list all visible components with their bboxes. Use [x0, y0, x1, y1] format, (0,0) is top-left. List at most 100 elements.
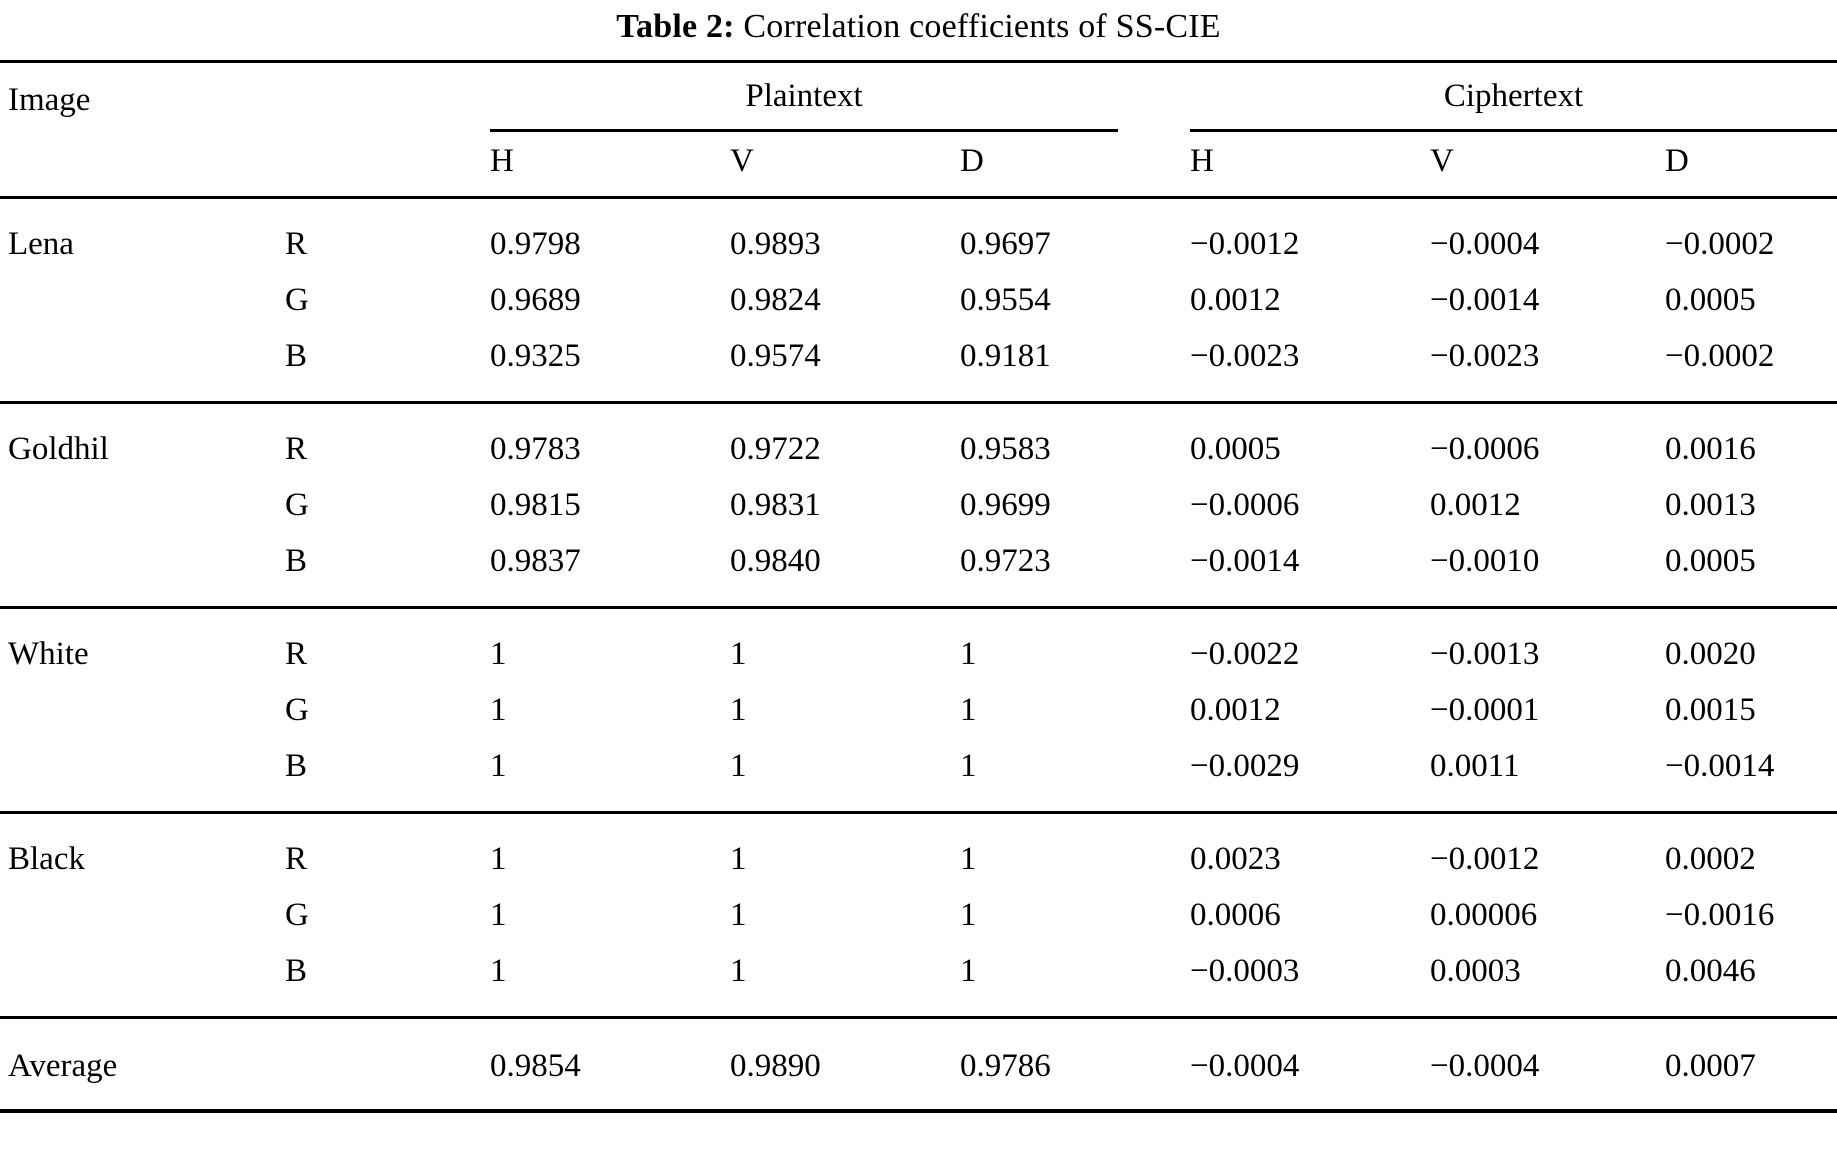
cell-value: −0.0004: [1430, 226, 1540, 262]
cell-value: 0.0003: [1430, 953, 1521, 989]
cell-value: 1: [730, 897, 747, 933]
col-header-plaintext-h: H: [490, 132, 731, 199]
cell-value: 0.9890: [730, 1048, 821, 1084]
image-label: [0, 887, 285, 943]
cell-value: −0.0001: [1430, 692, 1540, 728]
cell-value: −0.0013: [1430, 636, 1540, 672]
channel-label: B: [285, 953, 308, 989]
cell-value: −0.0023: [1190, 338, 1300, 374]
table-row: B 0.9325 0.9574 0.9181 −0.0023 −0.0023 −…: [0, 328, 1837, 403]
cell-value: 0.9699: [960, 487, 1051, 523]
cell-value: 0.9831: [730, 487, 821, 523]
col-header-ciphertext-h: H: [1190, 132, 1431, 199]
cell-value: −0.0022: [1190, 636, 1300, 672]
table-caption-tag: Table 2:: [616, 8, 735, 45]
section-lena: Lena R 0.9798 0.9893 0.9697 −0.0012 −0.0…: [0, 198, 1837, 403]
cell-value: −0.0012: [1430, 841, 1540, 877]
cell-value: 1: [490, 636, 507, 672]
channel-label: R: [285, 636, 308, 672]
cell-value: −0.0003: [1190, 953, 1300, 989]
cell-value: −0.0014: [1430, 282, 1540, 318]
image-label: White: [8, 636, 89, 672]
cell-value: −0.0006: [1190, 487, 1300, 523]
cell-value: 0.9689: [490, 282, 581, 318]
cell-value: 0.9798: [490, 226, 581, 262]
channel-label: G: [285, 487, 309, 523]
cell-value: 0.0012: [1430, 487, 1521, 523]
image-label: [0, 682, 285, 738]
channel-label: R: [285, 226, 308, 262]
channel-label: B: [285, 338, 308, 374]
table-row: G 0.9689 0.9824 0.9554 0.0012 −0.0014 0.…: [0, 272, 1837, 328]
cell-value: 0.9815: [490, 487, 581, 523]
group-header-row: Image Plaintext Ciphertext: [0, 61, 1837, 199]
image-label: [0, 272, 285, 328]
cell-value: 1: [960, 953, 977, 989]
cell-value: −0.0023: [1430, 338, 1540, 374]
table-row: B 1 1 1 −0.0029 0.0011 −0.0014: [0, 738, 1837, 813]
cell-value: 1: [730, 692, 747, 728]
cell-value: 0.9583: [960, 431, 1051, 467]
section-average: Average 0.9854 0.9890 0.9786 −0.0004 −0.…: [0, 1017, 1837, 1112]
image-label: Lena: [8, 226, 74, 262]
average-label: Average: [8, 1048, 118, 1084]
cell-value: 1: [730, 636, 747, 672]
channel-label: [285, 1018, 490, 1112]
channel-label: G: [285, 897, 309, 933]
cell-value: 0.0046: [1665, 953, 1756, 989]
group-header-ciphertext-label: Ciphertext: [1190, 73, 1837, 132]
cell-value: −0.0004: [1190, 1048, 1300, 1084]
cell-value: −0.0014: [1665, 748, 1775, 784]
cell-value: 0.0016: [1665, 431, 1756, 467]
cell-value: 0.0005: [1665, 282, 1756, 318]
channel-label: B: [285, 748, 308, 784]
cell-value: −0.0002: [1665, 338, 1775, 374]
image-label: Goldhil: [8, 431, 109, 467]
cell-value: 0.0015: [1665, 692, 1756, 728]
image-label: [0, 533, 285, 608]
cell-value: 1: [730, 953, 747, 989]
col-header-ciphertext-v: V: [1430, 132, 1666, 199]
table-row: Lena R 0.9798 0.9893 0.9697 −0.0012 −0.0…: [0, 198, 1837, 273]
col-header-ciphertext-d: D: [1665, 132, 1837, 199]
table-row: Goldhil R 0.9783 0.9722 0.9583 0.0005 −0…: [0, 403, 1837, 478]
cell-value: 1: [960, 897, 977, 933]
group-header-plaintext-label: Plaintext: [490, 73, 1119, 132]
col-header-plaintext-v: V: [730, 132, 961, 199]
cell-value: −0.0004: [1430, 1048, 1540, 1084]
image-label: [0, 477, 285, 533]
cell-value: 0.0006: [1190, 897, 1281, 933]
group-header-plaintext: Plaintext: [490, 62, 1190, 132]
cell-value: 1: [730, 748, 747, 784]
cell-value: 0.0012: [1190, 282, 1281, 318]
cell-value: −0.0010: [1430, 543, 1540, 579]
cell-value: 0.9723: [960, 543, 1051, 579]
table-caption-text: Correlation coefficients of SS-CIE: [743, 8, 1221, 45]
cell-value: 0.9554: [960, 282, 1051, 318]
table-row: Black R 1 1 1 0.0023 −0.0012 0.0002: [0, 813, 1837, 888]
cell-value: 0.9837: [490, 543, 581, 579]
cell-value: 0.0005: [1665, 543, 1756, 579]
table-row: B 1 1 1 −0.0003 0.0003 0.0046: [0, 943, 1837, 1018]
cell-value: 1: [490, 897, 507, 933]
cell-value: −0.0029: [1190, 748, 1300, 784]
cell-value: 0.9325: [490, 338, 581, 374]
section-goldhil: Goldhil R 0.9783 0.9722 0.9583 0.0005 −0…: [0, 402, 1837, 608]
cell-value: 1: [730, 841, 747, 877]
cell-value: 1: [490, 841, 507, 877]
table-row: B 0.9837 0.9840 0.9723 −0.0014 −0.0010 0…: [0, 533, 1837, 608]
channel-label: R: [285, 431, 308, 467]
cell-value: 0.0023: [1190, 841, 1281, 877]
group-header-ciphertext: Ciphertext: [1190, 62, 1837, 132]
cell-value: 0.0002: [1665, 841, 1756, 877]
cell-value: 0.9574: [730, 338, 821, 374]
cell-value: 0.9893: [730, 226, 821, 262]
table-row: White R 1 1 1 −0.0022 −0.0013 0.0020: [0, 608, 1837, 683]
cell-value: −0.0014: [1190, 543, 1300, 579]
channel-label: G: [285, 282, 309, 318]
table-row: G 1 1 1 0.0012 −0.0001 0.0015: [0, 682, 1837, 738]
cell-value: 0.9783: [490, 431, 581, 467]
cell-value: 1: [960, 636, 977, 672]
col-header-image: Image: [0, 61, 491, 199]
cell-value: 1: [490, 692, 507, 728]
